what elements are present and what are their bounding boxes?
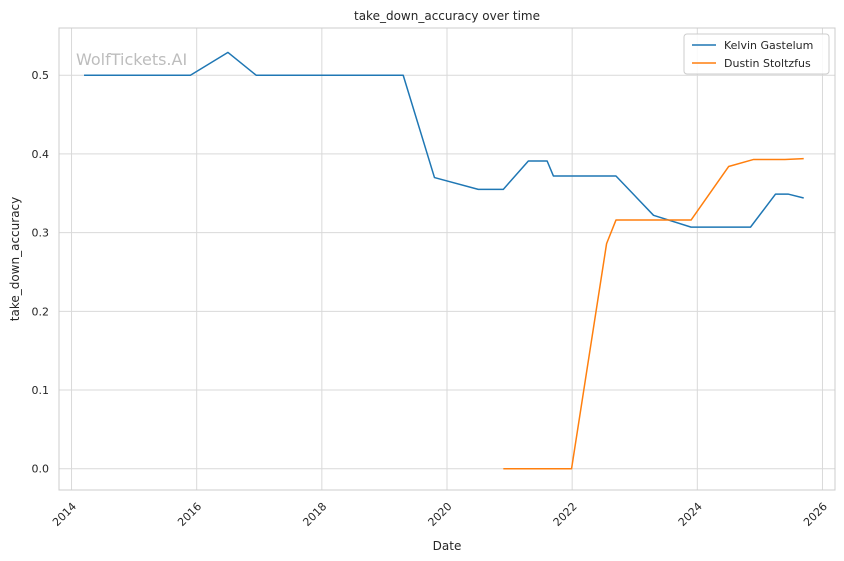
plot-frame [58, 27, 836, 491]
y-tick-label: 0.4 [32, 148, 50, 161]
x-tick-label: 2016 [175, 500, 204, 529]
y-tick-label: 0.3 [32, 227, 50, 240]
legend-label-dustin-stoltzfus: Dustin Stoltzfus [724, 57, 811, 70]
series-lines [84, 51, 804, 470]
y-axis-ticks: 0.0 0.1 0.2 0.3 0.4 0.5 [32, 69, 50, 476]
x-tick-label: 2014 [50, 500, 79, 529]
x-axis-title: Date [433, 539, 462, 553]
x-tick-label: 2026 [801, 500, 830, 529]
x-tick-label: 2018 [300, 500, 329, 529]
x-tick-label: 2022 [551, 500, 580, 529]
x-tick-label: 2024 [676, 500, 705, 529]
legend-label-kelvin-gastelum: Kelvin Gastelum [724, 39, 813, 52]
watermark: WolfTickets.AI [76, 50, 187, 69]
y-tick-label: 0.0 [32, 463, 50, 476]
series-line-kelvin-gastelum [84, 51, 804, 228]
grid-lines [59, 28, 835, 490]
y-tick-label: 0.5 [32, 69, 50, 82]
x-tick-label: 2020 [426, 500, 455, 529]
legend-box [683, 33, 830, 75]
series-line-dustin-stoltzfus [503, 157, 804, 470]
y-tick-label: 0.1 [32, 384, 50, 397]
y-axis-title: take_down_accuracy [8, 197, 22, 321]
legend: Kelvin Gastelum Dustin Stoltzfus [683, 33, 830, 75]
chart-title: take_down_accuracy over time [354, 9, 540, 23]
x-axis-ticks: 2014 2016 2018 2020 2022 2024 2026 [50, 500, 830, 529]
y-tick-label: 0.2 [32, 305, 50, 318]
